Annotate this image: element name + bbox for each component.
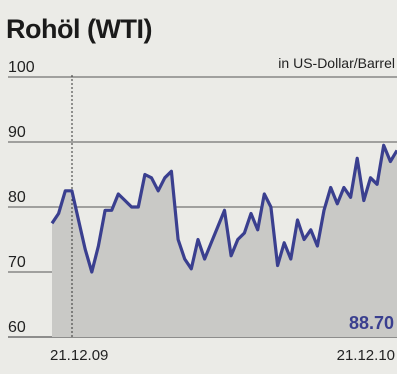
- y-tick-label: 70: [8, 254, 26, 271]
- y-tick-label: 100: [8, 59, 35, 76]
- y-tick-label: 60: [8, 319, 26, 336]
- y-tick-labels: 100 90 80 70 60: [8, 59, 35, 336]
- x-tick-label-start: 21.12.09: [50, 347, 108, 364]
- x-tick-label-end: 21.12.10: [337, 347, 395, 364]
- price-area: [52, 145, 397, 337]
- y-tick-label: 90: [8, 124, 26, 141]
- y-tick-label: 80: [8, 189, 26, 206]
- unit-label: in US-Dollar/Barrel: [278, 55, 395, 71]
- last-value-label: 88.70: [349, 313, 394, 333]
- price-line: [50, 143, 397, 274]
- chart-title: Rohöl (WTI): [6, 14, 152, 44]
